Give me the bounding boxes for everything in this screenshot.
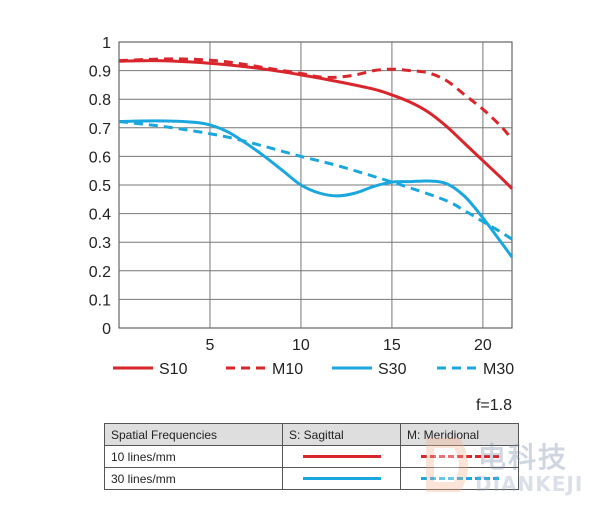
header-sagittal: S: Sagittal [282,423,401,446]
watermark-shape-icon [426,438,468,492]
key-row-label: 30 lines/mm [104,467,283,490]
key-row-30: 30 lines/mm [104,467,519,490]
y-tick-label: 0.1 [89,292,111,309]
header-spatial-frequencies: Spatial Frequencies [104,423,283,446]
x-tick-label: 15 [383,337,401,354]
x-tick-label: 20 [474,337,492,354]
grid-lines [119,42,512,328]
legend-label-m30: M30 [483,361,514,378]
y-tick-labels: 0 0.1 0.2 0.3 0.4 0.5 0.6 0.7 0.8 0.9 1 [89,35,111,338]
swatch-line [420,477,499,480]
y-tick-label: 0.3 [89,235,111,252]
key-row-label: 10 lines/mm [104,445,283,468]
y-tick-label: 1 [102,35,111,52]
mtf-chart: 0 0.1 0.2 0.3 0.4 0.5 0.6 0.7 0.8 0.9 1 5 10 15 20 S1… [89,35,514,414]
key-table: Spatial Frequencies S: Sagittal M: Merid… [104,423,519,490]
x-tick-label: 10 [292,337,310,354]
watermark-subtext: DIANKEJI [475,472,584,496]
swatch-line [420,455,499,458]
aperture-label: f=1.8 [476,397,512,414]
series-line-s30 [118,119,514,258]
x-tick-labels: 5 10 15 20 [206,337,492,354]
x-tick-label: 5 [206,337,215,354]
legend-label-s10: S10 [159,361,188,378]
key-swatch-sagittal-10 [282,445,401,468]
key-swatch-sagittal-30 [282,467,401,490]
swatch-line [302,455,381,458]
y-tick-label: 0.4 [89,207,111,224]
swatch-line [302,477,381,480]
legend-label-s30: S30 [378,361,407,378]
series-line-m10 [118,57,514,141]
watermark-logo: 电科技 DIANKEJI [420,432,595,502]
watermark-text: 电科技 [478,441,569,474]
key-swatch-meridional-30 [400,467,519,490]
legend: S10 M10 S30 M30 [113,361,514,378]
header-meridional: M: Meridional [400,423,519,446]
y-tick-label: 0.7 [89,121,111,138]
series-lines [118,57,514,258]
key-table-header: Spatial Frequencies S: Sagittal M: Merid… [104,423,519,446]
series-line-s10 [118,59,514,190]
y-tick-label: 0.2 [89,264,111,281]
y-tick-label: 0 [102,321,111,338]
series-line-m30 [118,120,513,241]
y-tick-label: 0.6 [89,149,111,166]
y-tick-label: 0.9 [89,64,111,81]
y-tick-label: 0.5 [89,178,111,195]
y-tick-label: 0.8 [89,92,111,109]
legend-label-m10: M10 [272,361,303,378]
